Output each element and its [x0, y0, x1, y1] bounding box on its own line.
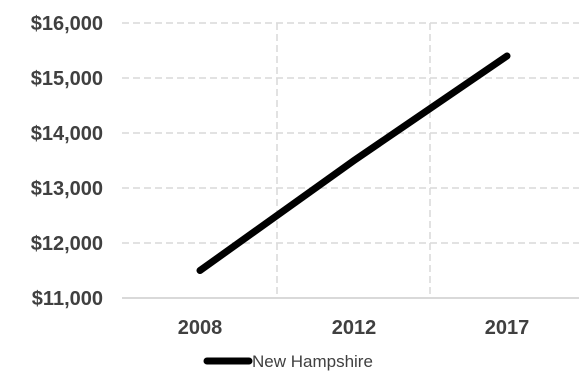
x-tick-label: 2017 — [485, 317, 530, 339]
y-tick-label: $12,000 — [31, 233, 103, 255]
y-tick-label: $14,000 — [31, 123, 103, 145]
vertical-gridlines — [276, 23, 431, 298]
x-tick-label: 2008 — [178, 317, 223, 339]
y-axis-tick-labels: $11,000 $12,000 $13,000 $14,000 $15,000 $16,0… — [31, 13, 103, 310]
legend-label: New Hampshire — [252, 352, 373, 371]
series-lines — [196, 52, 511, 274]
y-tick-label: $15,000 — [31, 68, 103, 90]
y-tick-label: $13,000 — [31, 178, 103, 200]
x-tick-label: 2012 — [332, 317, 377, 339]
legend: New Hampshire — [203, 352, 373, 371]
horizontal-gridlines — [122, 22, 579, 244]
y-tick-label: $11,000 — [32, 288, 103, 310]
y-tick-label: $16,000 — [31, 13, 103, 35]
series-line — [196, 52, 511, 274]
x-axis-tick-labels: 2008 2012 2017 — [178, 317, 530, 339]
